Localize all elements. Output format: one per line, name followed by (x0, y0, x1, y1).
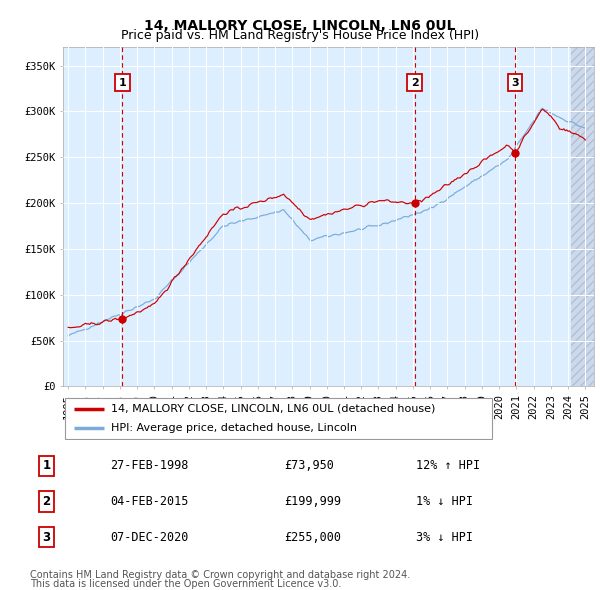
Text: 12% ↑ HPI: 12% ↑ HPI (416, 459, 481, 472)
Text: 1: 1 (119, 78, 127, 88)
Text: £255,000: £255,000 (284, 531, 341, 544)
Text: £73,950: £73,950 (284, 459, 334, 472)
Text: 27-FEB-1998: 27-FEB-1998 (110, 459, 188, 472)
Text: Price paid vs. HM Land Registry's House Price Index (HPI): Price paid vs. HM Land Registry's House … (121, 30, 479, 42)
Text: 1: 1 (43, 459, 50, 472)
Text: 3% ↓ HPI: 3% ↓ HPI (416, 531, 473, 544)
Text: 2: 2 (43, 495, 50, 508)
Text: 04-FEB-2015: 04-FEB-2015 (110, 495, 188, 508)
Text: 3: 3 (43, 531, 50, 544)
Text: £199,999: £199,999 (284, 495, 341, 508)
FancyBboxPatch shape (65, 398, 492, 439)
Text: 3: 3 (511, 78, 519, 88)
Text: 14, MALLORY CLOSE, LINCOLN, LN6 0UL: 14, MALLORY CLOSE, LINCOLN, LN6 0UL (144, 19, 456, 33)
Text: 2: 2 (410, 78, 418, 88)
Bar (571, 47, 594, 386)
Text: Contains HM Land Registry data © Crown copyright and database right 2024.: Contains HM Land Registry data © Crown c… (30, 570, 410, 580)
Text: This data is licensed under the Open Government Licence v3.0.: This data is licensed under the Open Gov… (30, 579, 341, 589)
Text: 14, MALLORY CLOSE, LINCOLN, LN6 0UL (detached house): 14, MALLORY CLOSE, LINCOLN, LN6 0UL (det… (110, 404, 435, 414)
Text: HPI: Average price, detached house, Lincoln: HPI: Average price, detached house, Linc… (110, 423, 356, 433)
Text: 1% ↓ HPI: 1% ↓ HPI (416, 495, 473, 508)
Text: 07-DEC-2020: 07-DEC-2020 (110, 531, 188, 544)
